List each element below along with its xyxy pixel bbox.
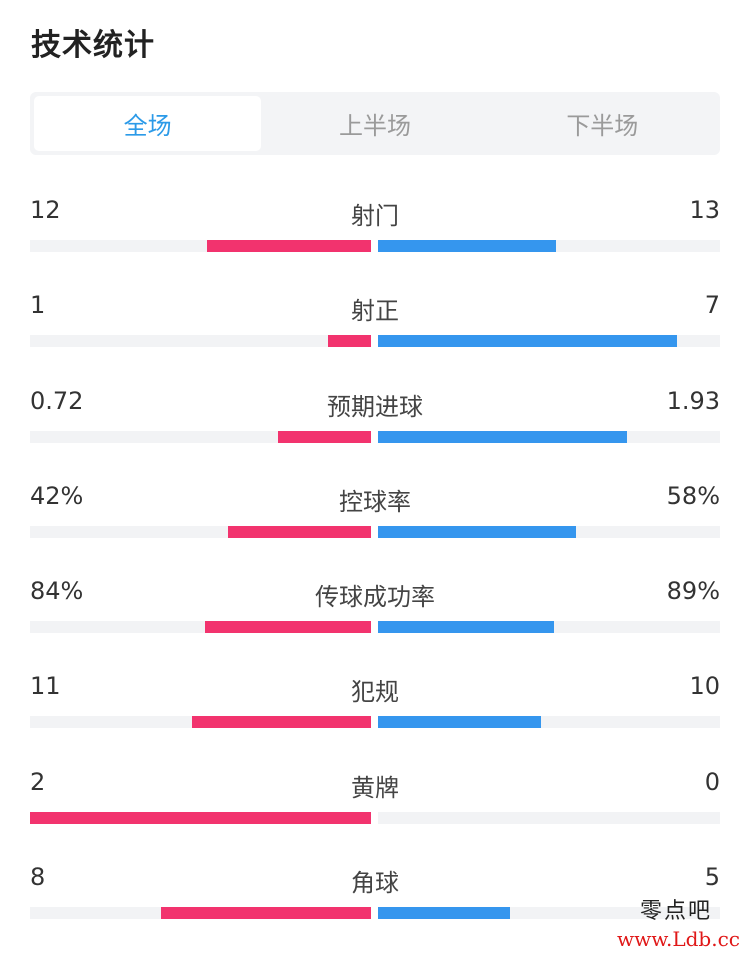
period-tabs: 全场 上半场 下半场	[30, 92, 720, 155]
home-value: 11	[30, 672, 61, 701]
away-bar-track	[378, 525, 720, 538]
home-value: 8	[30, 863, 46, 892]
away-bar-fill	[378, 240, 556, 252]
stat-row-yellow-cards: 2 黄牌 0	[30, 762, 720, 857]
home-bar-fill	[278, 430, 371, 443]
away-bar-fill	[378, 621, 554, 634]
home-bar-track	[30, 240, 371, 252]
away-bar-track	[378, 621, 720, 634]
stat-label: 射正	[351, 297, 399, 326]
stat-row-fouls: 11 犯规 10	[30, 666, 720, 761]
page-title: 技术统计	[31, 28, 155, 63]
away-bar-fill	[378, 335, 677, 348]
tab-second-half[interactable]: 下半场	[566, 112, 639, 140]
home-bar-fill	[161, 907, 371, 920]
stat-label: 传球成功率	[315, 583, 435, 612]
away-value: 58%	[666, 481, 720, 510]
home-bar-fill	[192, 716, 371, 729]
away-value: 1.93	[666, 386, 720, 415]
stat-row-shots-on-target: 1 射正 7	[30, 285, 720, 380]
home-bar-track	[30, 430, 371, 443]
away-bar-track	[378, 811, 720, 824]
away-bar-track	[378, 335, 720, 348]
stat-row-pass-accuracy: 84% 传球成功率 89%	[30, 571, 720, 666]
stats-list: 12 射门 13 1 射正 7 0.72 预期进球 1.93 42% 控球率 5…	[30, 190, 720, 952]
stat-row-possession: 42% 控球率 58%	[30, 476, 720, 571]
away-value: 13	[689, 196, 720, 224]
home-bar-fill	[328, 335, 371, 348]
home-value: 1	[30, 291, 46, 320]
home-value: 2	[30, 767, 46, 796]
away-value: 89%	[666, 577, 720, 606]
home-bar-track	[30, 811, 371, 824]
home-bar-fill	[30, 811, 371, 824]
home-bar-track	[30, 525, 371, 538]
home-bar-track	[30, 907, 371, 920]
stat-label: 预期进球	[327, 392, 423, 421]
away-bar-track	[378, 240, 720, 252]
away-value: 0	[704, 767, 720, 796]
away-bar-fill	[378, 716, 541, 729]
home-bar-track	[30, 335, 371, 348]
watermark: 零点吧 www.Ldb.cc	[610, 893, 740, 953]
away-value: 7	[704, 291, 720, 320]
stat-label: 控球率	[339, 487, 411, 516]
stat-label: 犯规	[351, 678, 399, 707]
away-bar-track	[378, 907, 720, 920]
stat-row-shots: 12 射门 13	[30, 190, 720, 285]
tab-full-match[interactable]: 全场	[34, 96, 262, 151]
away-bar-fill	[378, 525, 576, 538]
away-bar-fill	[378, 907, 510, 920]
away-bar-track	[378, 716, 720, 729]
tab-first-half[interactable]: 上半场	[338, 112, 411, 140]
watermark-url: www.Ldb.cc	[617, 927, 740, 951]
away-value: 5	[704, 863, 720, 892]
home-value: 42%	[30, 481, 84, 510]
stat-label: 黄牌	[351, 773, 399, 802]
home-value: 0.72	[30, 386, 84, 415]
home-value: 84%	[30, 577, 84, 606]
stat-row-expected-goals: 0.72 预期进球 1.93	[30, 381, 720, 476]
away-bar-fill	[378, 430, 627, 443]
home-bar-fill	[228, 525, 371, 538]
away-value: 10	[689, 672, 720, 701]
home-value: 12	[30, 196, 61, 224]
stat-label: 角球	[351, 869, 399, 898]
home-bar-track	[30, 621, 371, 634]
watermark-name: 零点吧	[639, 899, 712, 924]
away-bar-track	[378, 430, 720, 443]
home-bar-fill	[205, 621, 371, 634]
home-bar-fill	[207, 240, 371, 252]
home-bar-track	[30, 716, 371, 729]
stat-label: 射门	[351, 202, 399, 230]
stat-row-corners: 8 角球 5	[30, 857, 720, 952]
